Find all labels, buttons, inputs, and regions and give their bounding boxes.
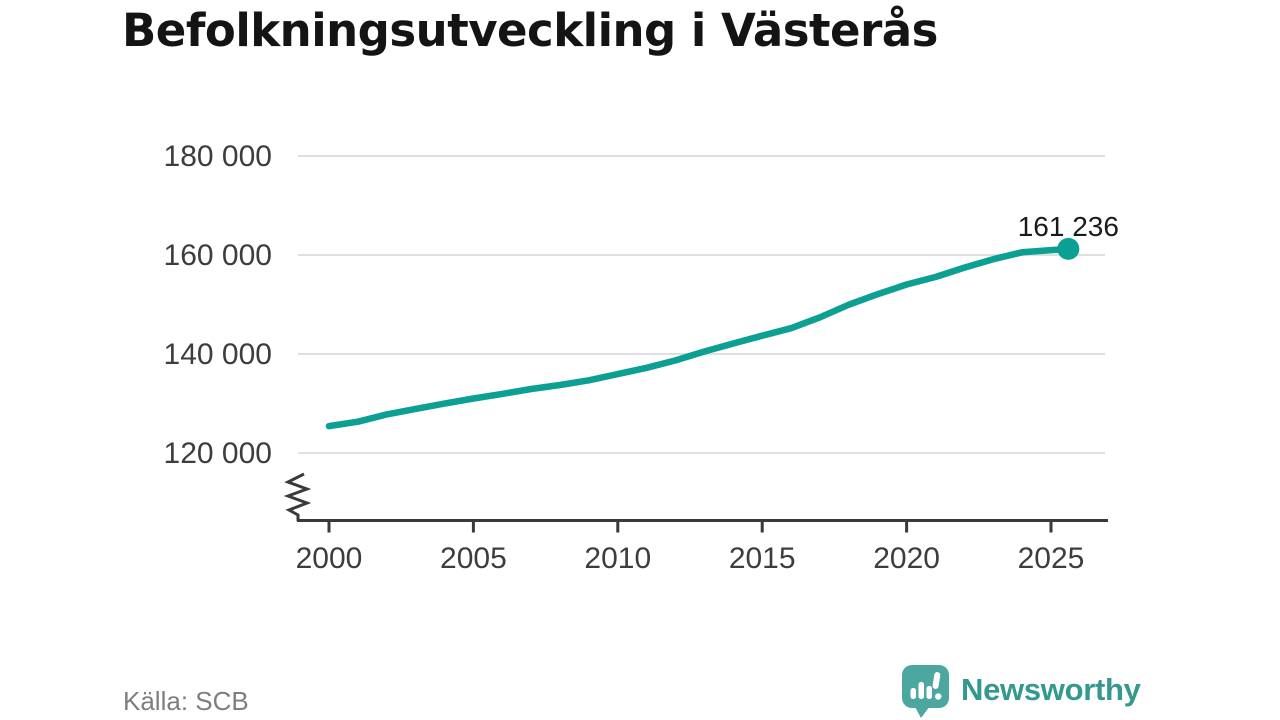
x-axis-tick-label: 2015 — [729, 542, 796, 575]
newsworthy-logo: Newsworthy — [898, 662, 1141, 718]
y-axis-tick-label: 180 000 — [164, 140, 272, 173]
x-axis-tick-label: 2000 — [296, 542, 363, 575]
x-axis-tick-label: 2020 — [873, 542, 940, 575]
latest-value-label: 161 236 — [1018, 211, 1119, 242]
y-axis-tick-label: 120 000 — [164, 437, 272, 470]
y-axis-tick-label: 160 000 — [164, 239, 272, 272]
x-axis-tick-label: 2005 — [440, 542, 507, 575]
bar-chart-bar-tall — [918, 682, 924, 699]
bar-chart-bar-medium — [926, 686, 932, 699]
x-axis-tick-label: 2010 — [584, 542, 651, 575]
source-note: Källa: SCB — [123, 686, 249, 716]
bar-chart-bar-short — [910, 688, 916, 699]
y-axis-tick-label: 140 000 — [164, 338, 272, 371]
population-series-line — [325, 245, 1072, 430]
exclamation-dot — [935, 693, 942, 700]
latest-value-point — [1057, 237, 1080, 260]
y-axis-break-icon — [283, 472, 312, 521]
newsworthy-speech-bubble-chart-icon — [902, 665, 949, 718]
speech-bubble-shape — [902, 665, 949, 708]
exclamation-bar — [932, 672, 941, 689]
chart-title: Befolkningsutveckling i Västerås — [122, 4, 938, 57]
x-axis-tick-label: 2025 — [1018, 542, 1085, 575]
newsworthy-logo-text: Newsworthy — [961, 672, 1141, 707]
speech-bubble-tail — [914, 705, 930, 718]
